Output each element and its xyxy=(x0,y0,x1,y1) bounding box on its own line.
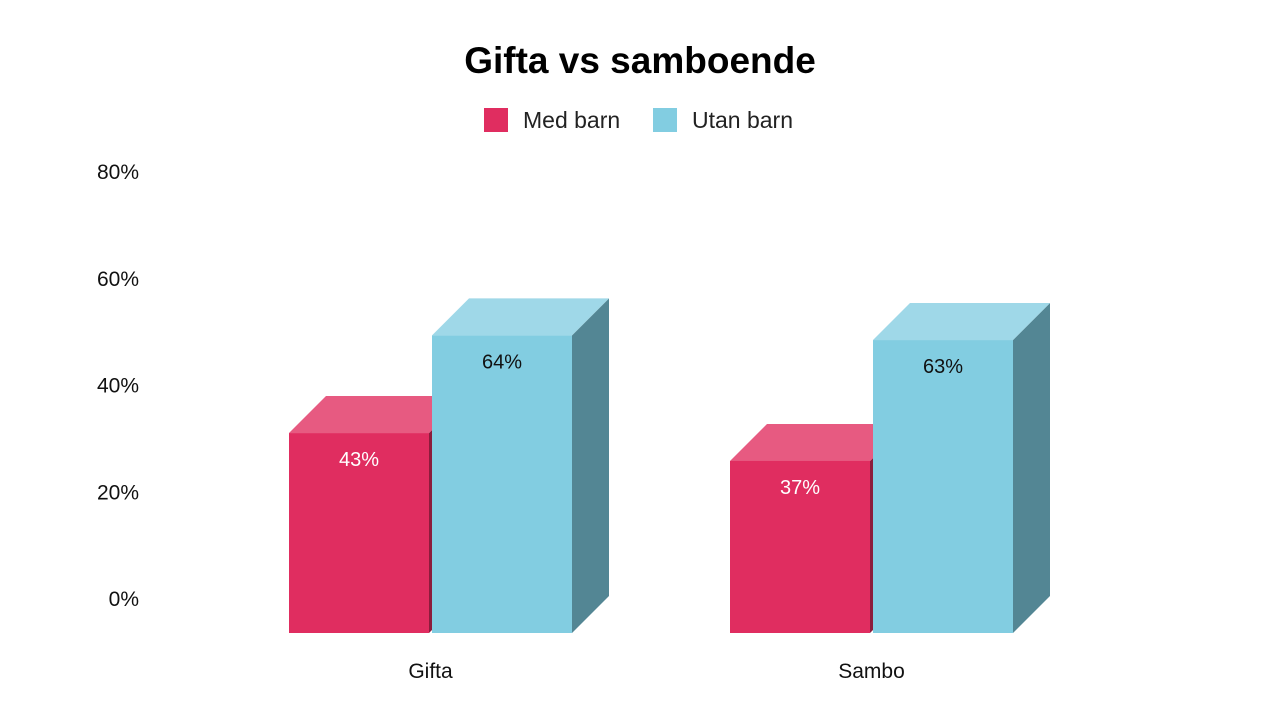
bar-front-face xyxy=(873,340,1013,633)
bar-value-label: 43% xyxy=(339,449,379,471)
bar-side-face xyxy=(572,298,609,633)
legend: Med barn Utan barn xyxy=(484,107,793,133)
bar-front-face xyxy=(432,335,572,633)
legend-swatch-med-barn xyxy=(484,108,508,132)
bar-value-label: 37% xyxy=(780,477,820,499)
x-axis: Gifta Sambo xyxy=(408,660,904,683)
bar-gifta-utan-barn: 64% xyxy=(432,298,609,633)
chart-title: Gifta vs samboende xyxy=(464,40,816,81)
legend-label-med-barn: Med barn xyxy=(523,107,620,133)
bar-sambo-utan-barn: 63% xyxy=(873,303,1050,633)
y-tick-label: 20% xyxy=(97,481,139,504)
legend-swatch-utan-barn xyxy=(653,108,677,132)
y-tick-label: 80% xyxy=(97,161,139,184)
bars: 43% 64% 37% 63% xyxy=(289,298,1050,633)
bar-side-face xyxy=(1013,303,1050,633)
legend-label-utan-barn: Utan barn xyxy=(692,107,793,133)
bar-value-label: 63% xyxy=(923,356,963,378)
y-tick-label: 40% xyxy=(97,375,139,398)
x-category-label: Gifta xyxy=(408,660,453,683)
bar-value-label: 64% xyxy=(482,351,522,373)
y-axis: 0% 20% 40% 60% 80% xyxy=(97,161,139,611)
x-category-label: Sambo xyxy=(838,660,905,683)
y-tick-label: 0% xyxy=(109,588,139,611)
y-tick-label: 60% xyxy=(97,268,139,291)
